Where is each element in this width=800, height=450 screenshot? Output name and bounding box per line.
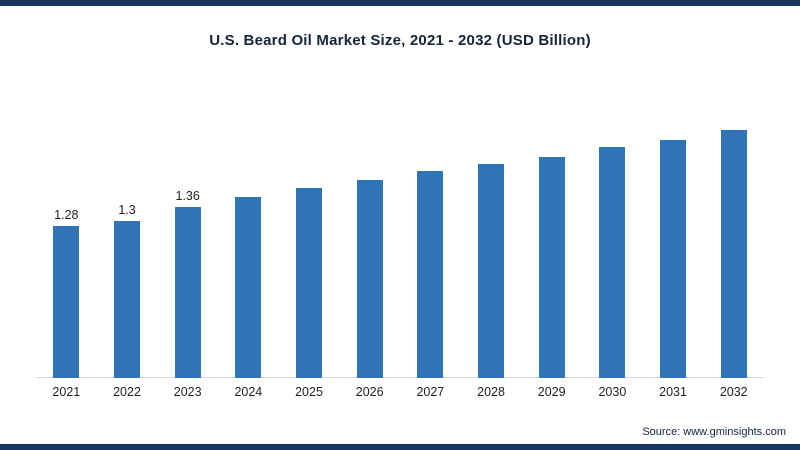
x-axis-label-2031: 2031 [659, 385, 687, 399]
x-axis-label-2032: 2032 [719, 385, 748, 399]
bar-2030 [599, 147, 626, 378]
bar-value-label: 1.28 [54, 207, 79, 222]
chart-title: U.S. Beard Oil Market Size, 2021 - 2032 … [209, 32, 591, 49]
bar-columns: 1.28 2021 1.3 2022 1.36 2023 2024 2025 2026 2027 2… [36, 78, 764, 406]
x-axis-label-2028: 2028 [477, 385, 505, 399]
bar-2028 [478, 163, 505, 378]
x-axis-line [36, 377, 764, 378]
bar-column-2029: 2029 [521, 78, 582, 406]
top-border-rule [0, 0, 800, 6]
bar-column-2031: 2031 [643, 78, 704, 406]
bar-2029 [538, 156, 565, 378]
bar-value-label: 1.3 [118, 202, 136, 217]
bar-2023 [174, 206, 201, 378]
bar-column-2032: 2032 [703, 78, 764, 406]
bar-2022 [114, 220, 140, 378]
source-attribution: Source: www.gminsights.com [642, 426, 786, 438]
x-axis-label-2022: 2022 [113, 385, 141, 399]
bar-2025 [296, 187, 323, 378]
bar-chart: 1.28 2021 1.3 2022 1.36 2023 2024 2025 2026 2027 2… [36, 78, 764, 406]
x-axis-label-2029: 2029 [537, 385, 566, 399]
x-axis-label-2030: 2030 [598, 385, 627, 399]
bar-column-2022: 1.3 2022 [97, 78, 158, 406]
bar-column-2023: 1.36 2023 [157, 78, 218, 406]
bar-column-2025: 2025 [279, 78, 340, 406]
bar-2031 [660, 139, 687, 378]
bar-column-2027: 2027 [400, 78, 461, 406]
bar-column-2028: 2028 [461, 78, 522, 406]
bar-column-2030: 2030 [582, 78, 643, 406]
bar-value-label: 1.36 [175, 188, 200, 203]
x-axis-label-2023: 2023 [173, 385, 202, 399]
bar-2032 [720, 130, 747, 378]
x-axis-label-2021: 2021 [52, 385, 81, 399]
bar-column-2021: 1.28 2021 [36, 78, 97, 406]
x-axis-label-2025: 2025 [295, 385, 323, 399]
bar-column-2024: 2024 [218, 78, 279, 406]
x-axis-label-2024: 2024 [234, 385, 263, 399]
x-axis-label-2026: 2026 [355, 385, 384, 399]
bar-column-2026: 2026 [339, 78, 400, 406]
bar-2021 [53, 225, 80, 378]
bottom-border-rule [0, 444, 800, 450]
bar-2024 [235, 197, 262, 378]
bar-2027 [417, 170, 444, 378]
x-axis-label-2027: 2027 [416, 385, 445, 399]
bar-2026 [356, 180, 383, 378]
